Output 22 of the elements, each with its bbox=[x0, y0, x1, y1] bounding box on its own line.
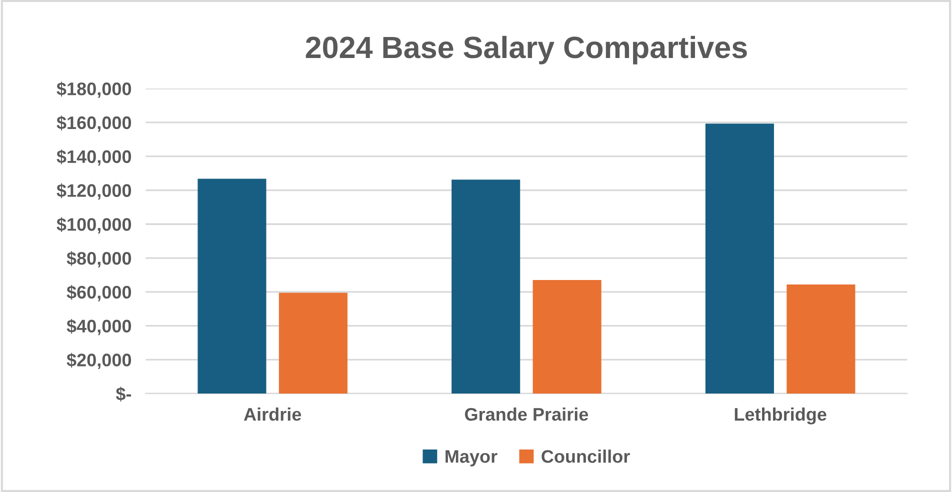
bar bbox=[786, 284, 856, 394]
bar bbox=[278, 292, 348, 394]
y-tick-label: $120,000 bbox=[56, 183, 132, 200]
y-tick-label: $160,000 bbox=[56, 116, 132, 132]
y-tick-label: $140,000 bbox=[56, 149, 132, 166]
bar bbox=[705, 124, 774, 394]
y-tick-label: $180,000 bbox=[56, 82, 132, 98]
bar bbox=[198, 178, 266, 394]
x-tick-label: Airdrie bbox=[244, 407, 302, 421]
y-tick-label: $80,000 bbox=[66, 251, 132, 268]
y-tick-label: $- bbox=[116, 386, 132, 402]
x-tick-label: Grande Prairie bbox=[464, 407, 588, 421]
chart-title: 2024 Base Salary Compartives bbox=[306, 36, 747, 64]
bar bbox=[452, 180, 520, 394]
x-tick-label: Lethbridge bbox=[734, 407, 826, 424]
y-tick-label: $60,000 bbox=[66, 285, 132, 302]
y-tick-label: $40,000 bbox=[66, 318, 132, 336]
bar bbox=[532, 280, 602, 394]
y-tick-label: $20,000 bbox=[66, 352, 132, 370]
legend-label: Mayor bbox=[446, 450, 498, 466]
legend-label: Councillor bbox=[542, 450, 630, 463]
y-tick-label: $100,000 bbox=[56, 217, 132, 234]
